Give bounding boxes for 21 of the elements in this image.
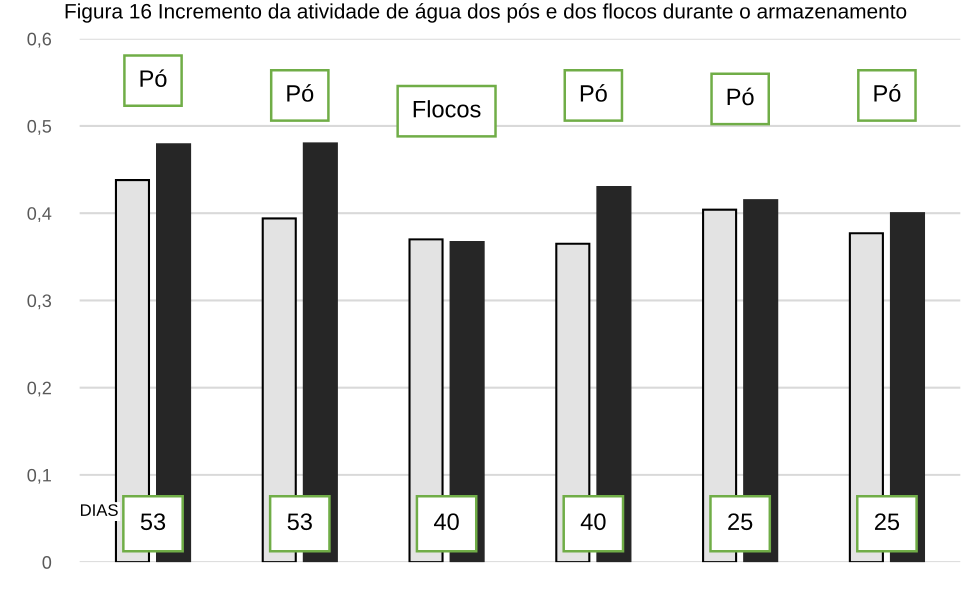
annotation: 40 xyxy=(434,513,459,530)
annotation: Pó xyxy=(728,88,754,106)
annotation: 53 xyxy=(140,513,166,530)
annotation: Flocos xyxy=(414,100,480,118)
y-tick-label: 0 xyxy=(42,556,52,569)
y-tick-label: 0,5 xyxy=(27,120,52,135)
chart-title: Figura 16 Incremento da atividade de água dos pós e dos flocos durante o armazenamento xyxy=(66,3,906,23)
y-tick-label: 0,6 xyxy=(27,32,52,48)
y-tick-label: 0,2 xyxy=(27,382,51,397)
annotation: Pó xyxy=(140,69,166,87)
annotation: Pó xyxy=(580,84,607,102)
annotation: Pó xyxy=(287,84,314,102)
annotation: 40 xyxy=(580,513,606,530)
y-tick-label: 0,4 xyxy=(27,207,52,222)
annotation: DIAS xyxy=(80,504,118,516)
y-tick-label: 0,1 xyxy=(27,468,51,484)
annotation: 25 xyxy=(728,513,752,530)
annotation: 53 xyxy=(288,513,312,530)
annotation: Pó xyxy=(874,84,900,102)
annotation: 25 xyxy=(874,513,900,530)
y-tick-label: 0,3 xyxy=(27,294,52,310)
